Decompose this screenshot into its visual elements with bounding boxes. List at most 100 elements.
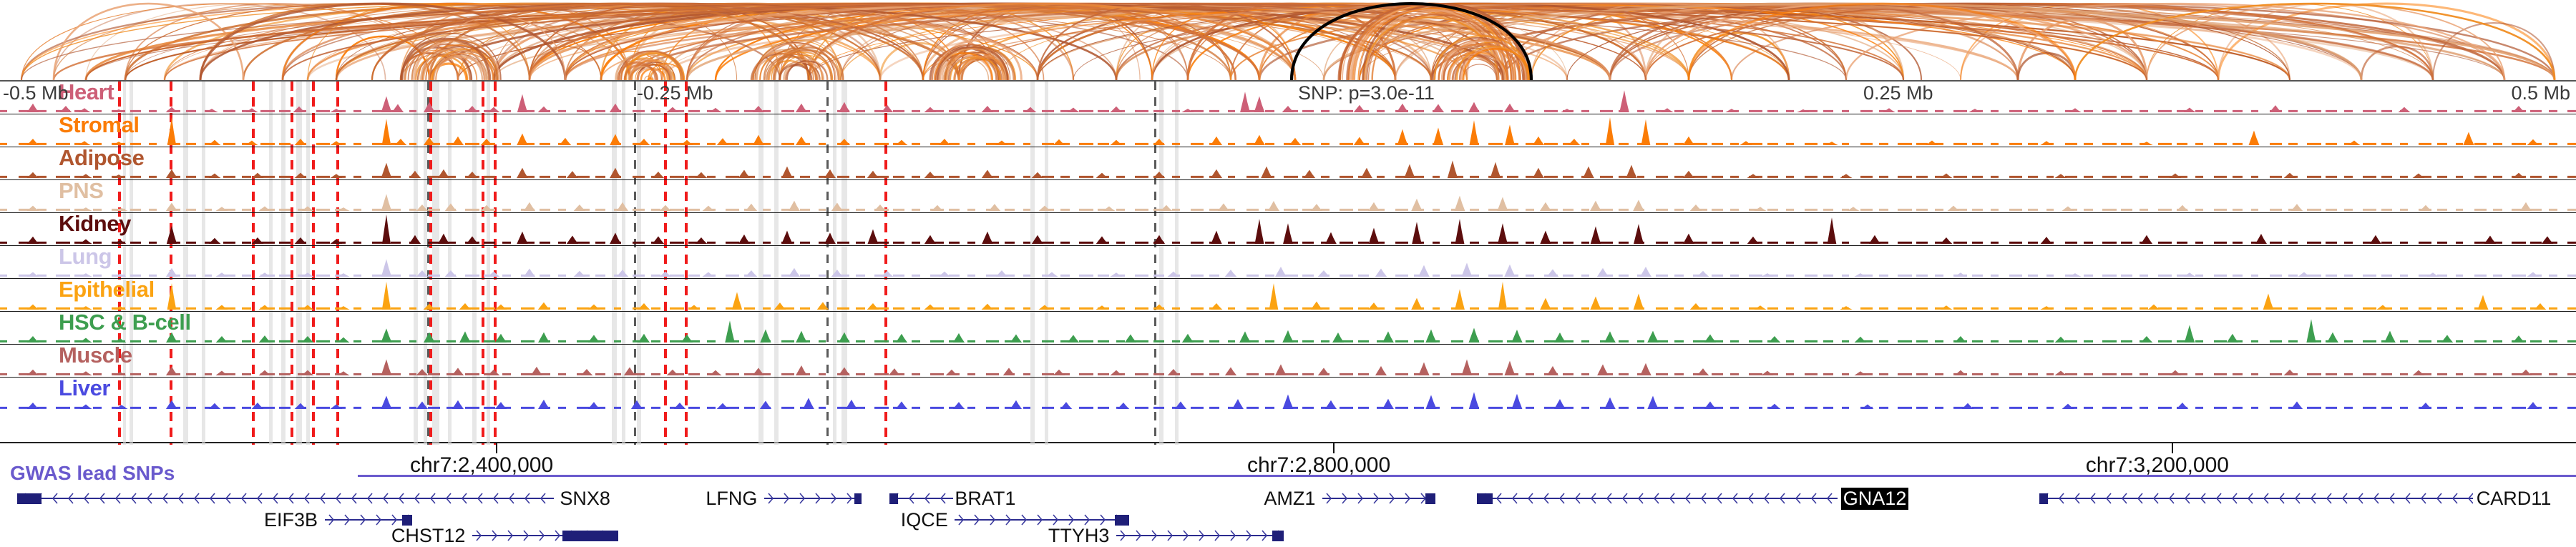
signal-profile (0, 319, 2576, 343)
gene-label-card11[interactable]: CARD11 (2476, 488, 2552, 509)
interaction-arc (783, 59, 829, 80)
track-label-pns: PNS (59, 180, 104, 203)
gene-label-snx8[interactable]: SNX8 (560, 488, 610, 509)
track-row-lung[interactable]: Lung (0, 246, 2576, 279)
interaction-arc (2016, 19, 2148, 80)
track-row-kidney[interactable]: Kidney (0, 213, 2576, 246)
axis-label-2: chr7:3,200,000 (2085, 453, 2229, 477)
track-row-pns[interactable]: PNS (0, 180, 2576, 213)
interaction-arc (433, 55, 487, 80)
gene-label-brat1[interactable]: BRAT1 (955, 488, 1016, 509)
interaction-arc (401, 37, 492, 80)
arc-svg (20, 2, 2556, 80)
gene-amz1[interactable] (1322, 491, 1436, 506)
gene-label-iqce[interactable]: IQCE (900, 509, 948, 531)
gene-exon-block (854, 493, 862, 504)
strand-arrow-group (1116, 528, 1284, 543)
signal-profile (0, 359, 2576, 375)
track-row-stromal[interactable]: Stromal (0, 114, 2576, 147)
interaction-arc (21, 3, 1847, 80)
annotation-panel: chr7:2,400,000 chr7:2,800,000 chr7:3,200,0… (0, 443, 2576, 546)
interaction-arc (756, 41, 836, 80)
gene-body-line (324, 519, 412, 521)
interaction-arc (1362, 16, 1499, 80)
track-row-epithelial[interactable]: Epithelial (0, 279, 2576, 312)
axis-tick (496, 443, 497, 453)
gene-body-line (472, 535, 618, 536)
track-label-stromal: Stromal (59, 114, 140, 137)
interaction-arc (617, 61, 657, 80)
interaction-arc (529, 46, 602, 80)
interaction-arc (953, 57, 1002, 80)
interaction-arc (1151, 12, 1296, 80)
strand-arrow-group (889, 491, 953, 506)
gene-body-line (1322, 498, 1436, 499)
track-label-epithelial: Epithelial (59, 279, 155, 302)
strand-arrow-group (2039, 491, 2473, 506)
strand-arrow-group (764, 491, 862, 506)
track-label-adipose: Adipose (59, 147, 145, 170)
signal-track-panel[interactable]: Heart Stromal Adipose PNS Kidney Lung Epitheli… (0, 80, 2576, 445)
track-row-muscle[interactable]: Muscle (0, 345, 2576, 378)
interaction-arc (1431, 37, 1523, 80)
gene-body-line (1477, 498, 1838, 499)
track-row-adipose[interactable]: Adipose (0, 147, 2576, 180)
gene-label-eif3b[interactable]: EIF3B (263, 509, 318, 531)
interaction-arc (125, 3, 430, 80)
interaction-arc (420, 48, 488, 80)
track-label-kidney: Kidney (59, 213, 131, 236)
interaction-arc (52, 2, 245, 80)
interaction-arc (922, 3, 2076, 80)
gene-snx8[interactable] (17, 491, 554, 506)
track-row-heart[interactable]: Heart (0, 82, 2576, 114)
interaction-arc (405, 49, 470, 80)
interaction-arc (1462, 47, 1531, 80)
strand-arrow-group (955, 512, 1129, 528)
track-row-hsc-b-cell[interactable]: HSC & B-cell (0, 312, 2576, 345)
gwas-lead-snp-track-line[interactable] (358, 475, 2576, 477)
gene-label-gna12[interactable]: GNA12 (1840, 488, 1909, 510)
interaction-arc (778, 64, 813, 80)
track-row-liver[interactable]: Liver (0, 378, 2576, 410)
gene-brat1[interactable] (889, 491, 953, 506)
gene-iqce[interactable] (955, 512, 1129, 528)
signal-profile (0, 392, 2576, 409)
gene-label-lfng[interactable]: LFNG (706, 488, 758, 509)
interaction-arc (200, 3, 881, 80)
gene-card11[interactable] (2039, 491, 2473, 506)
signal-profile (0, 194, 2576, 211)
gene-exon-block (889, 493, 899, 504)
strand-arrow-group (17, 491, 554, 506)
signal-profile (0, 215, 2576, 244)
interaction-arc (411, 39, 499, 80)
axis-tick (1333, 443, 1335, 453)
gene-lfng[interactable] (764, 491, 862, 506)
gene-chst12[interactable] (472, 528, 618, 543)
interaction-arc (1451, 59, 1498, 80)
interaction-arc (1442, 43, 1521, 80)
interaction-arc (421, 54, 478, 80)
signal-profile (0, 160, 2576, 178)
interaction-arc (425, 47, 494, 80)
interaction-arc (939, 54, 993, 80)
signal-profile (0, 282, 2576, 310)
gene-body-line (17, 498, 554, 499)
interaction-arc (1455, 45, 1530, 80)
gene-ttyh3[interactable] (1116, 528, 1284, 543)
gene-label-amz1[interactable]: AMZ1 (1264, 488, 1316, 509)
interaction-arc (431, 49, 498, 80)
gene-eif3b[interactable] (324, 512, 412, 528)
gene-gna12[interactable] (1477, 491, 1838, 506)
axis-label-1: chr7:2,800,000 (1247, 453, 1391, 477)
interaction-arc (1845, 2, 2506, 80)
interaction-arc (962, 55, 1015, 80)
gene-body-line (764, 498, 862, 499)
interaction-arc (1440, 40, 1527, 80)
interaction-arc (2074, 2, 2556, 80)
interaction-arc (629, 59, 673, 80)
signal-profile (0, 117, 2576, 145)
interaction-arc (565, 3, 924, 80)
interaction-arc (1357, 7, 1512, 80)
track-list: Heart Stromal Adipose PNS Kidney Lung Epitheli… (0, 82, 2576, 410)
interaction-arc (85, 3, 2147, 80)
